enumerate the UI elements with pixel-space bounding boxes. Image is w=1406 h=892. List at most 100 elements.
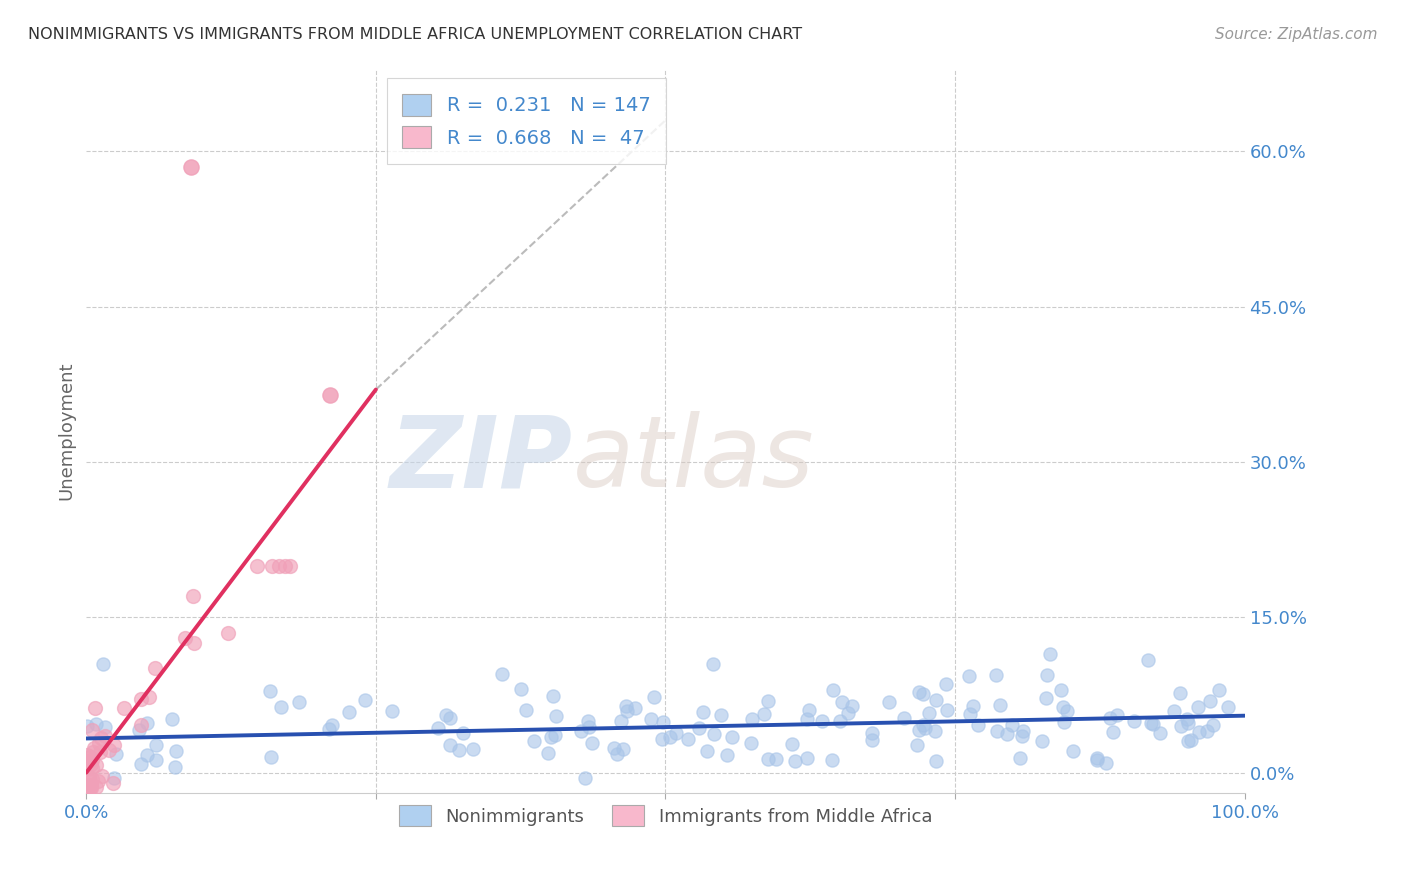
Point: [911, 687, 934, 701]
Point: [94, 720, 117, 734]
Point: [83, 740, 105, 755]
Point: [756, 752, 779, 766]
Point: [1208, 683, 1230, 698]
Point: [925, 693, 948, 707]
Point: [959, 706, 981, 721]
Point: [267, 558, 290, 573]
Point: [796, 712, 818, 726]
Point: [765, 752, 787, 766]
Point: [821, 683, 844, 698]
Point: [91, 657, 114, 671]
Point: [616, 698, 638, 713]
Point: [509, 682, 531, 697]
Point: [174, 632, 197, 646]
Point: [912, 718, 935, 732]
Point: [914, 721, 936, 735]
Point: [606, 747, 628, 761]
Point: [785, 754, 807, 768]
Point: [696, 744, 718, 758]
Point: [165, 760, 187, 774]
Point: [79, 781, 101, 796]
Point: [612, 741, 634, 756]
Point: [318, 722, 340, 736]
Point: [1062, 743, 1084, 757]
Point: [439, 738, 461, 752]
Point: [810, 714, 832, 728]
Point: [523, 734, 546, 748]
Point: [84, 716, 107, 731]
Point: [76, 770, 98, 784]
Point: [716, 747, 738, 762]
Point: [451, 725, 474, 739]
Point: [87, 736, 110, 750]
Point: [82, 753, 104, 767]
Point: [688, 721, 710, 735]
Point: [544, 709, 567, 723]
Point: [145, 752, 167, 766]
Point: [112, 700, 135, 714]
Point: [643, 690, 665, 705]
Point: [609, 714, 631, 728]
Point: [83, 701, 105, 715]
Point: [1035, 667, 1057, 681]
Point: [439, 711, 461, 725]
Point: [1094, 756, 1116, 770]
Point: [1170, 718, 1192, 732]
Point: [1137, 652, 1160, 666]
Point: [1163, 705, 1185, 719]
Point: [165, 744, 187, 758]
Point: [76, 719, 98, 733]
Point: [967, 718, 990, 732]
Point: [936, 703, 959, 717]
Point: [145, 660, 167, 674]
Point: [652, 714, 675, 729]
Text: Source: ZipAtlas.com: Source: ZipAtlas.com: [1215, 27, 1378, 42]
Text: ZIP: ZIP: [389, 411, 572, 508]
Point: [129, 718, 152, 732]
Point: [245, 558, 267, 573]
Point: [274, 558, 297, 573]
Point: [703, 727, 725, 741]
Point: [1177, 733, 1199, 747]
Point: [935, 677, 957, 691]
Point: [280, 558, 302, 573]
Point: [337, 705, 360, 719]
Point: [79, 778, 101, 792]
Point: [797, 703, 820, 717]
Point: [1011, 730, 1033, 744]
Point: [288, 695, 311, 709]
Point: [82, 745, 104, 759]
Point: [515, 703, 537, 717]
Point: [1031, 734, 1053, 748]
Point: [80, 772, 103, 786]
Point: [1039, 647, 1062, 661]
Point: [1177, 716, 1199, 731]
Point: [782, 737, 804, 751]
Point: [80, 781, 103, 796]
Point: [260, 558, 283, 573]
Point: [321, 718, 343, 732]
Point: [860, 726, 883, 740]
Point: [831, 695, 853, 709]
Point: [80, 757, 103, 772]
Point: [908, 723, 931, 738]
Point: [90, 769, 112, 783]
Point: [94, 729, 117, 743]
Point: [131, 757, 153, 772]
Point: [77, 781, 100, 796]
Point: [576, 714, 599, 728]
Point: [103, 738, 125, 752]
Point: [1188, 725, 1211, 739]
Point: [101, 776, 124, 790]
Point: [988, 698, 1011, 713]
Point: [1008, 750, 1031, 764]
Point: [135, 716, 157, 731]
Point: [908, 685, 931, 699]
Point: [260, 749, 283, 764]
Point: [957, 669, 980, 683]
Point: [318, 387, 340, 401]
Point: [640, 712, 662, 726]
Point: [1149, 726, 1171, 740]
Point: [1035, 691, 1057, 706]
Point: [569, 724, 592, 739]
